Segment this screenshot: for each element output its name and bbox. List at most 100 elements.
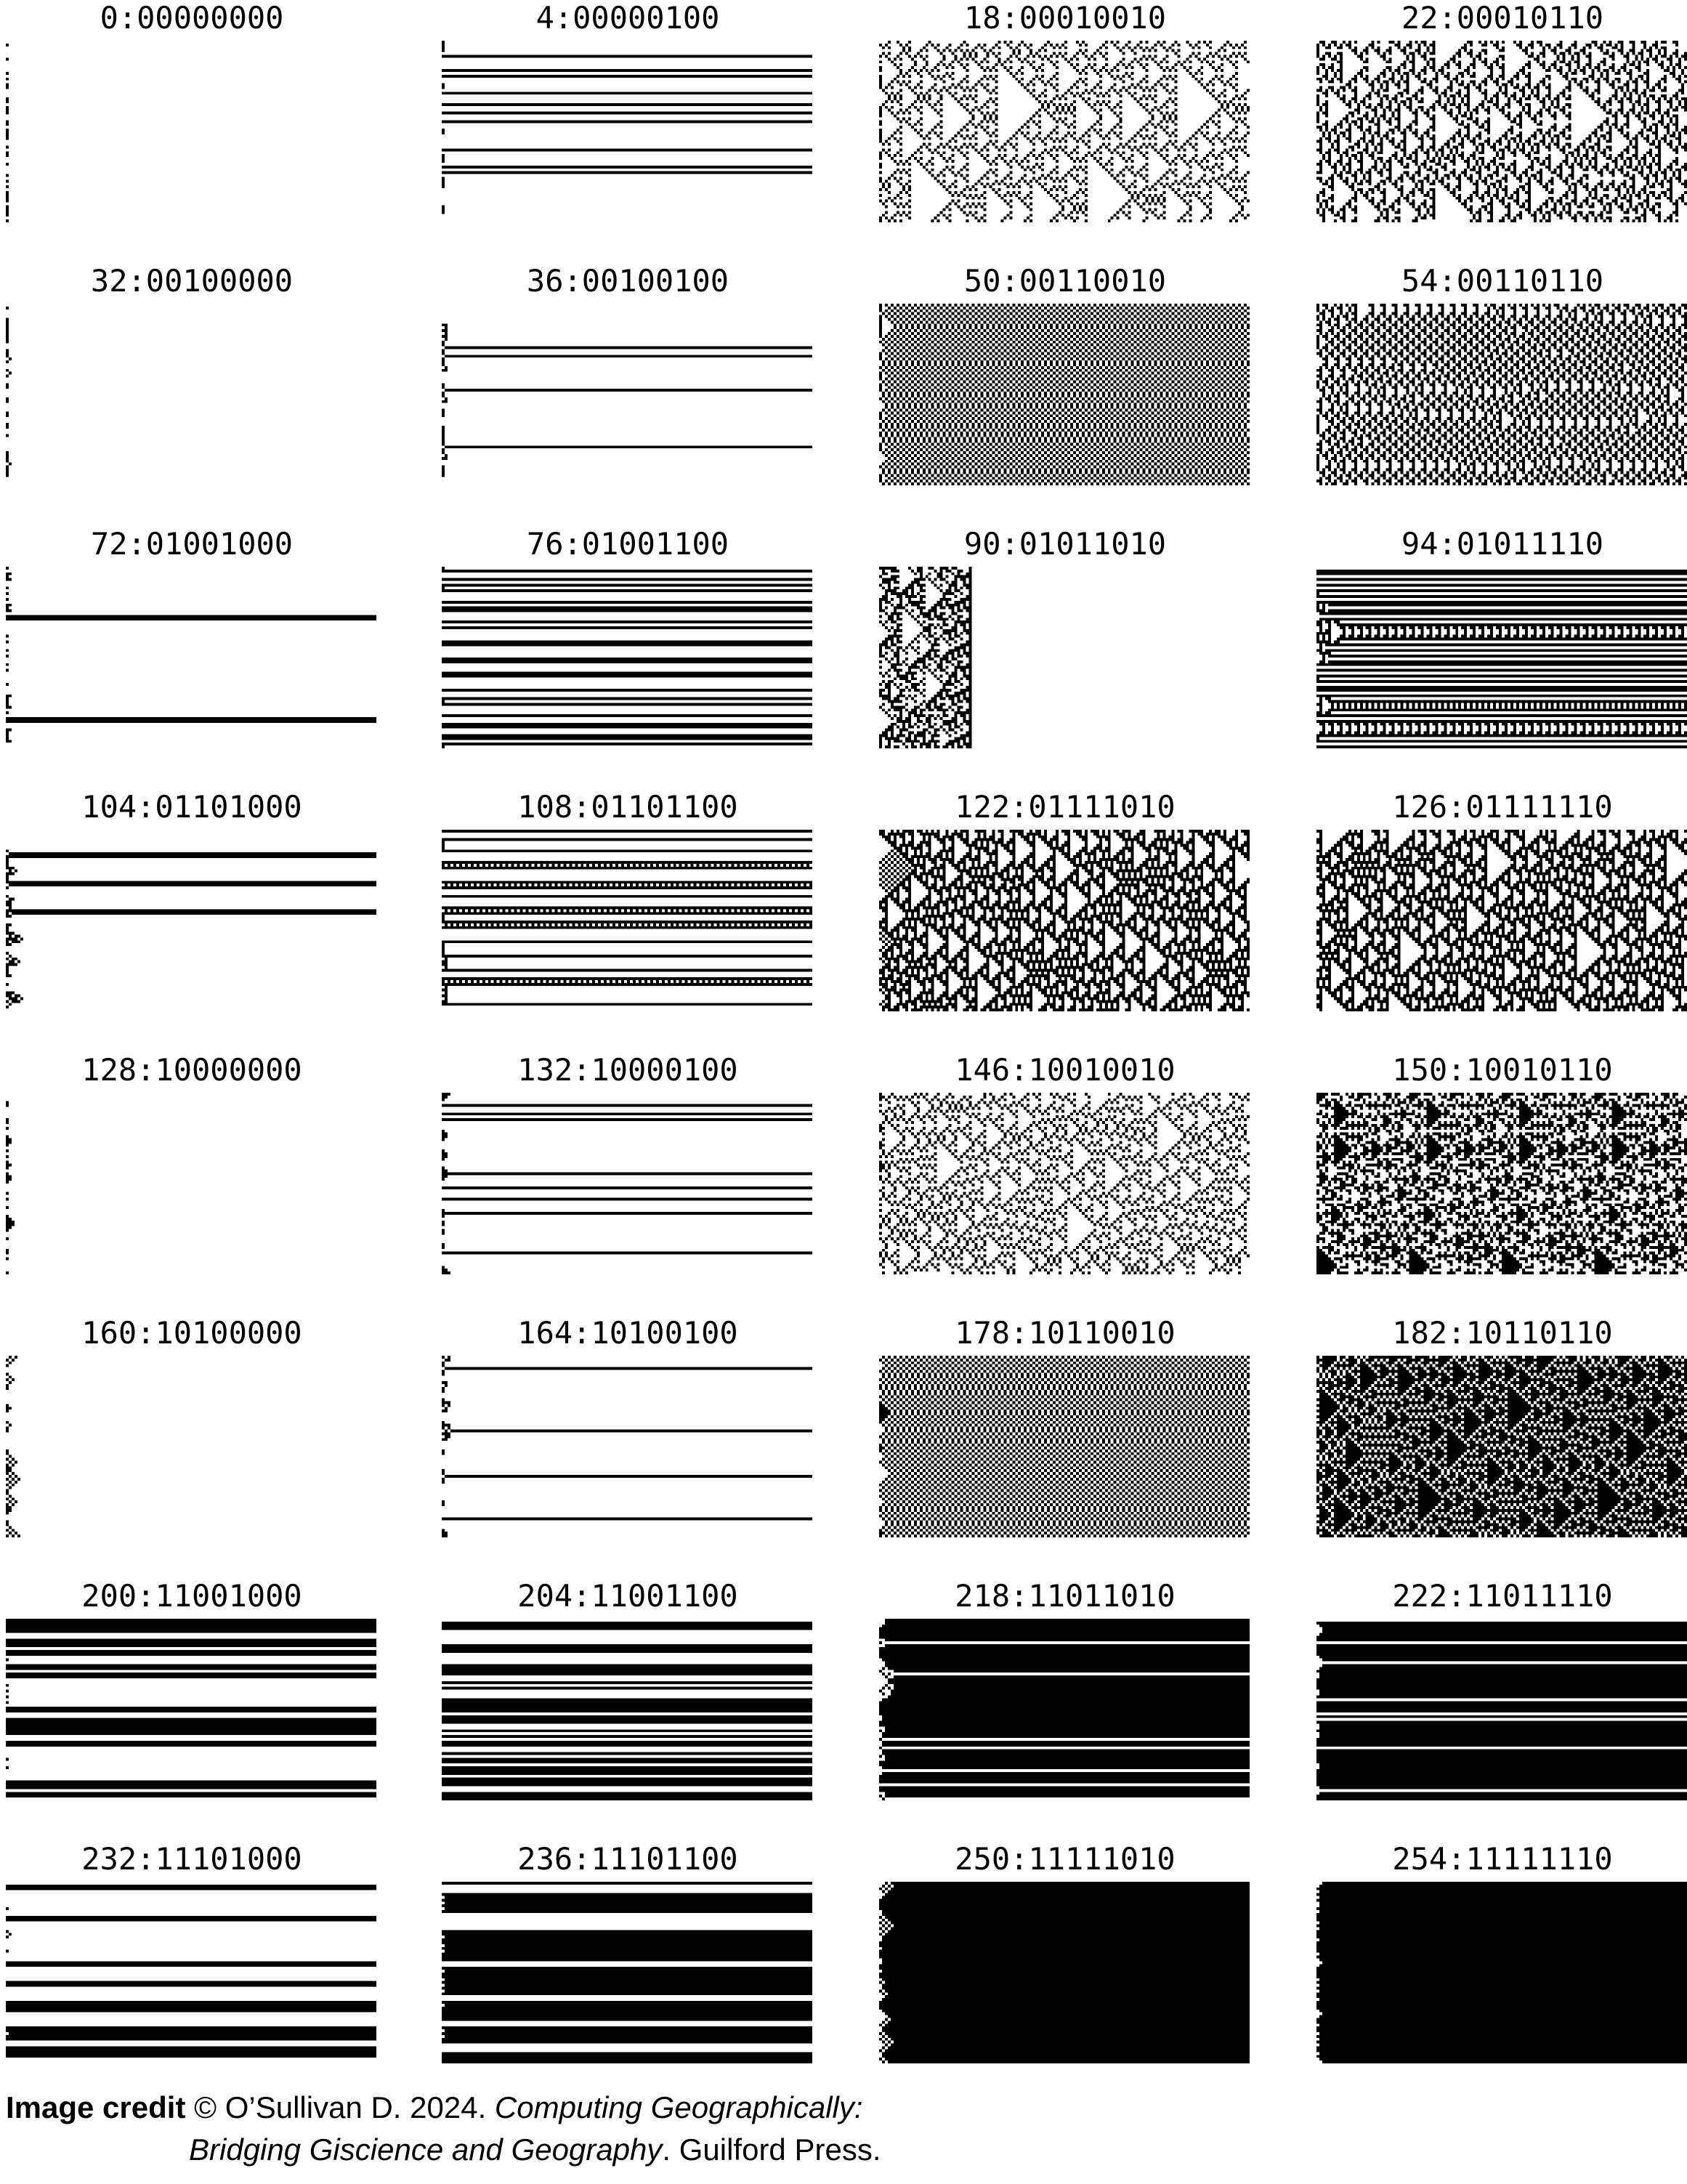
rule-label: 72:01001000 <box>90 526 294 562</box>
rule-label: 182:10110110 <box>1392 1315 1613 1351</box>
rule-panel: 72:01001000 <box>3 526 410 788</box>
rule-panel: 160:10100000 <box>3 1315 410 1577</box>
rule-label: 76:01001100 <box>526 526 729 562</box>
rule-label: 104:01101000 <box>81 789 302 825</box>
rule-label: 232:11101000 <box>81 1841 302 1877</box>
rule-pattern <box>1316 41 1687 222</box>
rule-label: 122:01111010 <box>955 789 1176 825</box>
rule-pattern <box>879 1093 1250 1274</box>
rule-pattern <box>6 1882 376 2063</box>
rule-pattern <box>6 1619 376 1800</box>
rule-label: 90:01011010 <box>963 526 1167 562</box>
rule-panel: 218:11011010 <box>876 1578 1283 1840</box>
rule-panel: 254:11111110 <box>1314 1841 1687 2103</box>
image-credit: Image credit © O’Sullivan D. 2024. Compu… <box>6 2087 950 2171</box>
rule-label: 200:11001000 <box>81 1578 302 1614</box>
rule-panel: 54:00110110 <box>1314 263 1687 525</box>
credit-lead: Image credit <box>6 2090 186 2124</box>
rule-pattern <box>879 1356 1250 1537</box>
rule-label: 204:11001100 <box>517 1578 738 1614</box>
rule-label: 222:11011110 <box>1392 1578 1613 1614</box>
rule-panel: 76:01001100 <box>439 526 846 788</box>
rule-pattern <box>6 1093 376 1274</box>
rule-pattern <box>6 567 376 748</box>
rule-pattern <box>879 1882 1250 2063</box>
rule-pattern <box>1316 830 1687 1011</box>
rule-label: 150:10010110 <box>1392 1052 1613 1088</box>
rule-label: 160:10100000 <box>81 1315 302 1351</box>
rule-panel: 50:00110010 <box>876 263 1283 525</box>
credit-book-a: Computing Geographically: <box>494 2090 863 2124</box>
rule-label: 18:00010010 <box>963 0 1167 36</box>
rule-panel: 4:00000100 <box>439 0 846 262</box>
rule-panel: 108:01101100 <box>439 789 846 1051</box>
rule-panel: 36:00100100 <box>439 263 846 525</box>
rule-panel: 132:10000100 <box>439 1052 846 1314</box>
rule-pattern <box>442 1619 812 1800</box>
rule-panel: 182:10110110 <box>1314 1315 1687 1577</box>
rule-label: 36:00100100 <box>526 263 729 299</box>
rule-label: 126:01111110 <box>1392 789 1613 825</box>
rule-panel: 128:10000000 <box>3 1052 410 1314</box>
rule-label: 0:00000000 <box>100 0 284 36</box>
rule-label: 132:10000100 <box>517 1052 738 1088</box>
rule-pattern <box>442 304 812 485</box>
rule-pattern <box>1316 304 1687 485</box>
rule-pattern <box>6 304 376 485</box>
rule-panel: 90:01011010 <box>876 526 1283 788</box>
rule-label: 50:00110010 <box>963 263 1167 299</box>
rule-label: 22:00010110 <box>1401 0 1604 36</box>
rule-label: 254:11111110 <box>1392 1841 1613 1877</box>
rule-pattern <box>879 41 1250 222</box>
rule-label: 236:11101100 <box>517 1841 738 1877</box>
rule-panel: 232:11101000 <box>3 1841 410 2103</box>
credit-book-b: Bridging Giscience and Geography <box>189 2132 663 2167</box>
rule-panel: 18:00010010 <box>876 0 1283 262</box>
rule-pattern <box>1316 1882 1687 2063</box>
credit-publisher: . Guilford Press. <box>662 2132 881 2167</box>
rule-pattern <box>1316 1619 1687 1800</box>
rule-panel: 178:10110010 <box>876 1315 1283 1577</box>
rule-label: 250:11111010 <box>955 1841 1176 1877</box>
rule-label: 94:01011110 <box>1401 526 1604 562</box>
rule-label: 128:10000000 <box>81 1052 302 1088</box>
rule-panel: 32:00100000 <box>3 263 410 525</box>
rule-pattern <box>1316 567 1687 748</box>
rule-panel: 222:11011110 <box>1314 1578 1687 1840</box>
rule-panel: 104:01101000 <box>3 789 410 1051</box>
rule-pattern <box>442 1882 812 2063</box>
rule-pattern <box>879 1619 1250 1800</box>
rule-label: 32:00100000 <box>90 263 294 299</box>
rule-panel: 204:11001100 <box>439 1578 846 1840</box>
rule-panel: 122:01111010 <box>876 789 1283 1051</box>
rule-pattern <box>879 830 1250 1011</box>
rule-panel: 22:00010110 <box>1314 0 1687 262</box>
rule-panel: 0:00000000 <box>3 0 410 262</box>
rule-pattern <box>6 830 376 1011</box>
rule-label: 54:00110110 <box>1401 263 1604 299</box>
rule-panel: 250:11111010 <box>876 1841 1283 2103</box>
rule-pattern <box>442 1093 812 1274</box>
rule-pattern <box>442 567 812 748</box>
rule-pattern <box>6 1356 376 1537</box>
rule-label: 218:11011010 <box>955 1578 1176 1614</box>
rule-label: 178:10110010 <box>955 1315 1176 1351</box>
rule-label: 4:00000100 <box>535 0 720 36</box>
rule-panel: 94:01011110 <box>1314 526 1687 788</box>
rule-pattern <box>442 830 812 1011</box>
rule-label: 146:10010010 <box>955 1052 1176 1088</box>
rule-pattern <box>1316 1093 1687 1274</box>
rule-label: 164:10100100 <box>517 1315 738 1351</box>
rule-panel: 236:11101100 <box>439 1841 846 2103</box>
rule-panel: 126:01111110 <box>1314 789 1687 1051</box>
rule-panel: 150:10010110 <box>1314 1052 1687 1314</box>
rule-pattern <box>1316 1356 1687 1537</box>
rule-panel: 146:10010010 <box>876 1052 1283 1314</box>
credit-text: © O’Sullivan D. 2024. <box>185 2090 495 2124</box>
rule-panel: 200:11001000 <box>3 1578 410 1840</box>
rule-pattern <box>879 567 1250 748</box>
rule-pattern <box>6 41 376 222</box>
rule-label: 108:01101100 <box>517 789 738 825</box>
rule-pattern <box>442 41 812 222</box>
rule-panel: 164:10100100 <box>439 1315 846 1577</box>
